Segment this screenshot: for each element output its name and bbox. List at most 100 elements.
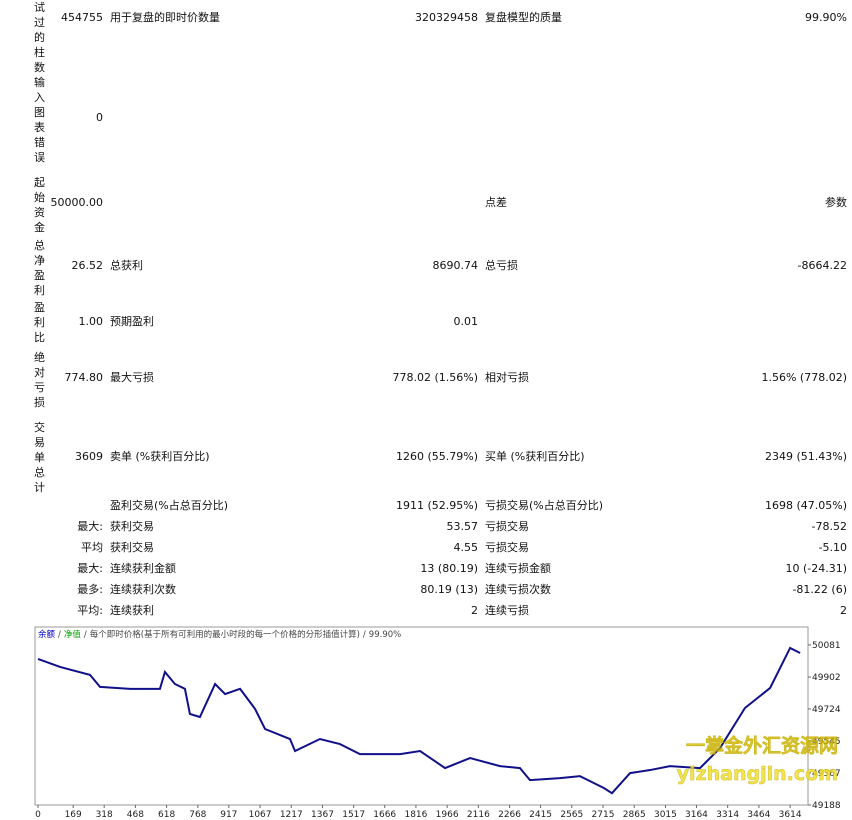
cell-value: 8690.74: [432, 259, 479, 272]
row-label: 绝对亏损: [34, 351, 45, 409]
cell-label: 总获利: [110, 259, 143, 272]
cell-label: 连续亏损: [485, 604, 529, 617]
header-part: 净值: [64, 629, 82, 640]
cell-value: 0.01: [453, 315, 479, 328]
x-tick-label: 3314: [716, 810, 739, 820]
cell-label: 连续获利: [110, 604, 154, 617]
row-value: 26.52: [71, 259, 104, 272]
header-part: 每个即时价格(基于所有可利用的最小时段的每一个价格的分形插值计算): [90, 629, 360, 640]
cell-label: 连续亏损次数: [485, 583, 551, 596]
plot-frame: [34, 626, 809, 806]
header-part: 99.90%: [369, 630, 401, 640]
cell-label: 用于复盘的即时价数量: [110, 11, 220, 24]
row-label: 盈利比: [34, 301, 45, 344]
balance-chart: 余额 / 净值 / 每个即时价格(基于所有可利用的最小时段的每一个价格的分形插值计算) /…: [34, 626, 841, 820]
x-tick-label: 2266: [498, 810, 521, 820]
header-part: /: [58, 630, 61, 640]
cell-value: 1911 (52.95%): [395, 499, 478, 512]
cell-value: 1698 (47.05%): [764, 499, 847, 512]
x-tick-label: 1517: [342, 810, 365, 820]
row-label: 输入图表错误: [34, 76, 45, 164]
cell-value: 2349 (51.43%): [764, 450, 847, 463]
watermark: yizhangjin.com: [677, 763, 838, 785]
cell-value: 参数: [825, 196, 847, 209]
row-label: 交易单总计: [34, 421, 45, 494]
y-tick-label: 49545: [812, 737, 841, 747]
row-label: 试过的柱数: [34, 1, 45, 74]
cell-value: 778.02 (1.56%): [392, 371, 478, 384]
x-tick-label: 2715: [592, 810, 615, 820]
y-tick-label: 49902: [812, 673, 841, 683]
cell-label: 连续获利金额: [110, 562, 176, 575]
cell-label: 卖单 (%获利百分比): [110, 450, 210, 463]
row-label: 起始资金: [34, 176, 45, 234]
x-tick-label: 618: [158, 810, 175, 820]
row-value: 3609: [75, 450, 103, 463]
cell-label: 点差: [485, 196, 507, 209]
cell-value: 99.90%: [805, 11, 847, 24]
cell-value: -5.10: [818, 541, 847, 554]
cell-label: 预期盈利: [110, 315, 154, 328]
cell-value: -78.52: [811, 520, 847, 533]
row-value: 平均: [81, 541, 103, 554]
cell-value: 4.55: [453, 541, 479, 554]
cell-label: 连续获利次数: [110, 583, 176, 596]
cell-label: 连续亏损金额: [485, 562, 551, 575]
row-label: 总净盈利: [34, 239, 45, 297]
cell-value: -81.22 (6): [792, 583, 847, 596]
x-tick-label: 2116: [467, 810, 490, 820]
cell-value: 10 (-24.31): [785, 562, 847, 575]
x-tick-label: 3164: [685, 810, 708, 820]
header-part: 余额: [38, 629, 56, 640]
cell-value: 1.56% (778.02): [761, 371, 847, 384]
cell-label: 获利交易: [110, 520, 154, 533]
cell-value: 320329458: [415, 11, 478, 24]
x-tick-label: 768: [189, 810, 206, 820]
cell-label: 买单 (%获利百分比): [485, 450, 585, 463]
row-value: 最大:: [77, 520, 103, 533]
x-tick-label: 0: [35, 810, 41, 820]
x-tick-label: 2865: [623, 810, 646, 820]
cell-label: 总亏损: [485, 259, 518, 272]
row-value: 50000.00: [50, 196, 104, 209]
cell-label: 盈利交易(%占总百分比): [110, 499, 229, 512]
header-part: /: [363, 630, 366, 640]
cell-label: 亏损交易: [485, 541, 529, 554]
x-tick-label: 2565: [560, 810, 583, 820]
x-tick-label: 1367: [311, 810, 334, 820]
y-tick-label: 49367: [812, 769, 841, 779]
row-value: 最多:: [77, 583, 103, 596]
row-value: 平均:: [77, 604, 103, 617]
y-tick-label: 50081: [812, 641, 841, 651]
x-tick-label: 1816: [404, 810, 427, 820]
x-tick-label: 1217: [280, 810, 303, 820]
y-tick-label: 49724: [812, 705, 841, 715]
x-tick-label: 2415: [529, 810, 552, 820]
watermark: 一掌金外汇资源网: [686, 734, 838, 757]
cell-value: 1260 (55.79%): [395, 450, 478, 463]
cell-value: -8664.22: [797, 259, 847, 272]
cell-label: 亏损交易: [485, 520, 529, 533]
x-tick-label: 1666: [373, 810, 396, 820]
cell-value: 2: [471, 604, 478, 617]
row-value: 1.00: [78, 315, 104, 328]
row-value: 774.80: [64, 371, 104, 384]
x-tick-label: 3464: [747, 810, 770, 820]
cell-value: 13 (80.19): [420, 562, 478, 575]
row-value: 0: [96, 111, 103, 124]
x-tick-label: 3015: [654, 810, 677, 820]
x-tick-label: 1067: [249, 810, 272, 820]
cell-label: 亏损交易(%占总百分比): [485, 499, 604, 512]
row-value: 454755: [61, 11, 103, 24]
cell-label: 复盘模型的质量: [485, 11, 562, 24]
chart-header: 余额 / 净值 / 每个即时价格(基于所有可利用的最小时段的每一个价格的分形插值计算) /…: [38, 629, 401, 640]
x-tick-label: 3614: [779, 810, 802, 820]
cell-value: 2: [840, 604, 847, 617]
cell-label: 最大亏损: [110, 371, 154, 384]
row-value: 最大:: [77, 562, 103, 575]
x-tick-label: 318: [96, 810, 113, 820]
cell-label: 获利交易: [110, 541, 154, 554]
cell-label: 相对亏损: [485, 371, 529, 384]
x-tick-label: 917: [220, 810, 237, 820]
